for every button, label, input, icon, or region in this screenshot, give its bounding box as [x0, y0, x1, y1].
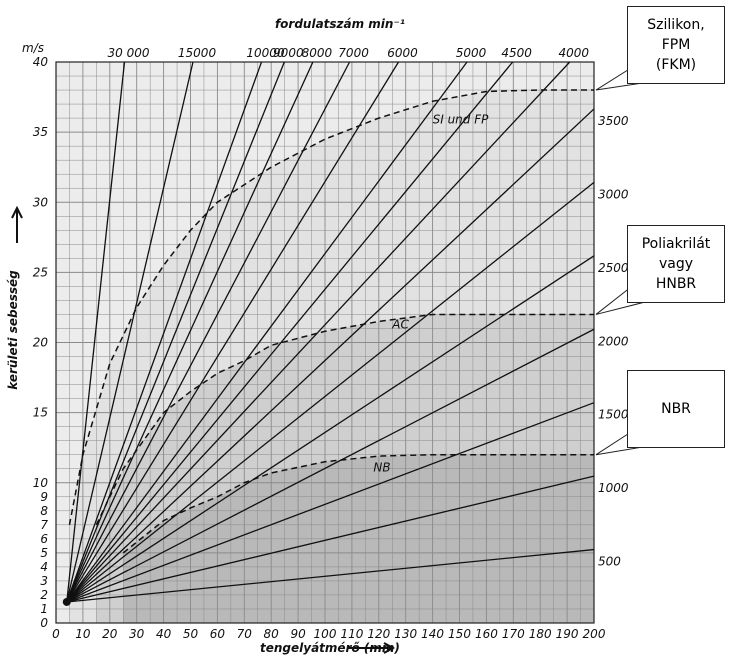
x-axis-arrow: [348, 642, 396, 654]
rpm-top-label: 6000: [387, 46, 418, 60]
rpm-line-4500: [66, 61, 514, 603]
rpm-top-label: 4500: [501, 46, 532, 60]
x-tick-label: 0: [52, 627, 60, 641]
y-axis-unit: m/s: [22, 41, 44, 55]
rpm-top-label: 4000: [558, 46, 589, 60]
x-tick-label: 90: [290, 627, 306, 641]
x-tick-label: 20: [102, 627, 118, 641]
rpm-line-500: [66, 548, 595, 603]
y-tick-label: 1: [40, 602, 48, 616]
rpm-line-10000: [66, 61, 263, 603]
y-tick-label: 30: [33, 195, 49, 209]
zone-label: SI und FP: [433, 113, 490, 127]
x-tick-label: 100: [314, 627, 337, 641]
y-axis-label: kerületi sebesség: [6, 270, 20, 390]
rpm-right-label: 1000: [598, 481, 629, 495]
x-tick-label: 70: [237, 627, 253, 641]
x-tick-label: 150: [448, 627, 471, 641]
callout-box: Poliakrilát vagy HNBR: [627, 225, 725, 303]
y-tick-label: 40: [33, 55, 49, 69]
rpm-line-30000: [66, 61, 126, 603]
rpm-line-1500: [66, 402, 595, 603]
rpm-top-label: 7000: [338, 46, 369, 60]
limit-curve-si-und-fp: [68, 89, 594, 525]
y-tick-label: 3: [40, 574, 48, 588]
callout-box: NBR: [627, 370, 725, 448]
rpm-line-15000: [66, 61, 194, 603]
y-tick-label: 8: [40, 504, 48, 518]
y-tick-label: 35: [33, 125, 48, 139]
y-tick-label: 6: [40, 532, 48, 546]
y-tick-label: 25: [33, 265, 48, 279]
rpm-line-5000: [66, 61, 468, 603]
rpm-line-1000: [66, 475, 595, 603]
rpm-line-3000: [66, 181, 595, 603]
rpm-line-6000: [66, 61, 400, 603]
y-tick-label: 5: [40, 546, 48, 560]
rpm-top-label: 10000: [246, 46, 285, 60]
x-tick-label: 160: [475, 627, 498, 641]
x-tick-label: 140: [421, 627, 444, 641]
rpm-top-label: 8000: [302, 46, 333, 60]
rpm-line-2500: [66, 255, 595, 603]
x-tick-label: 120: [367, 627, 390, 641]
y-axis-arrow: [11, 205, 23, 243]
rpm-right-label: 3500: [598, 114, 629, 128]
zone-label: NB: [373, 461, 390, 475]
rpm-line-3500: [66, 108, 595, 603]
y-tick-label: 7: [40, 518, 48, 532]
y-tick-label: 4: [40, 560, 48, 574]
zone-label: AC: [391, 317, 409, 331]
x-tick-label: 180: [529, 627, 552, 641]
plot-frame: [55, 61, 595, 624]
rpm-right-label: 2000: [598, 334, 629, 348]
x-tick-label: 50: [183, 627, 199, 641]
callout-box: Szilikon, FPM (FKM): [627, 6, 725, 84]
rpm-top-label: 5000: [456, 46, 487, 60]
rpm-line-7000: [66, 61, 351, 603]
rpm-top-label: 30 000: [108, 46, 150, 60]
x-tick-label: 200: [583, 627, 606, 641]
rpm-right-label: 1500: [598, 408, 629, 422]
y-tick-label: 2: [40, 588, 48, 602]
rpm-line-2000: [66, 328, 595, 603]
rpm-line-4000: [66, 61, 571, 603]
x-tick-label: 60: [210, 627, 226, 641]
x-tick-label: 40: [156, 627, 172, 641]
x-tick-label: 80: [264, 627, 280, 641]
chart-title: fordulatszám min⁻¹: [275, 17, 405, 31]
y-tick-label: 10: [33, 476, 49, 490]
rpm-right-label: 3000: [598, 187, 629, 201]
rpm-top-label: 9000: [273, 46, 304, 60]
limit-curve-nb: [122, 453, 594, 554]
rpm-top-label: 15000: [178, 46, 217, 60]
x-tick-label: 110: [340, 627, 363, 641]
rpm-right-label: 2500: [598, 261, 629, 275]
y-tick-label: 0: [40, 616, 48, 630]
x-tick-label: 190: [556, 627, 579, 641]
x-tick-label: 170: [502, 627, 525, 641]
x-tick-label: 130: [394, 627, 417, 641]
y-tick-label: 20: [33, 336, 49, 350]
y-tick-label: 15: [33, 406, 48, 420]
limit-curve-ac: [95, 313, 594, 526]
x-axis-label: tengelyátmérő (mm): [260, 641, 400, 655]
x-tick-label: 10: [75, 627, 91, 641]
rpm-right-label: 500: [598, 555, 621, 569]
x-tick-label: 30: [129, 627, 145, 641]
rpm-line-8000: [66, 61, 314, 603]
y-tick-label: 9: [40, 490, 48, 504]
